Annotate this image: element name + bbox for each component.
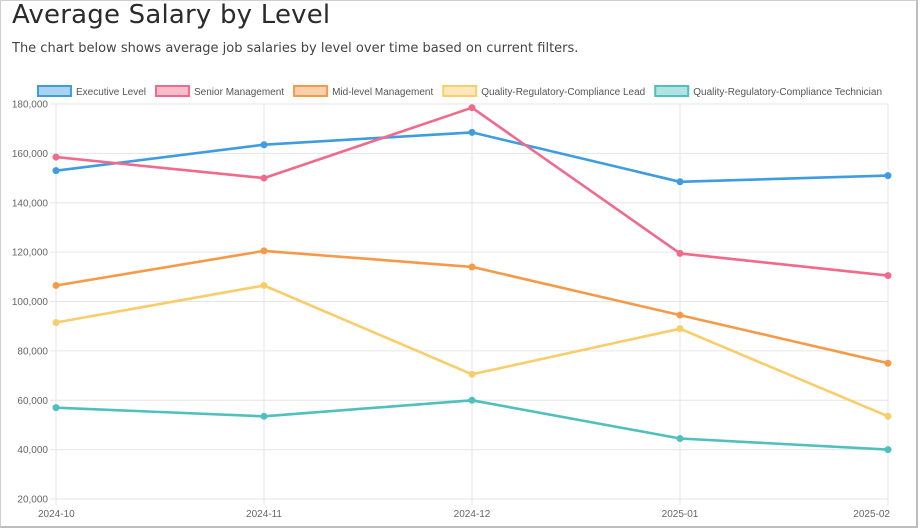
legend-swatch[interactable] [293, 85, 329, 97]
legend-label: Executive Level [76, 87, 146, 98]
legend-label: Quality-Regulatory-Compliance Technician [693, 87, 882, 98]
data-point[interactable] [676, 249, 684, 257]
data-point[interactable] [884, 172, 892, 180]
legend-label: Mid-level Management [332, 87, 433, 98]
y-tick-label: 160,000 [12, 149, 49, 160]
y-tick-label: 80,000 [17, 346, 48, 357]
chart-series [52, 104, 892, 454]
data-point[interactable] [260, 247, 268, 255]
data-point[interactable] [260, 141, 268, 149]
legend-swatch[interactable] [442, 85, 478, 97]
x-tick-label: 2024-11 [246, 509, 282, 520]
legend-label: Senior Management [194, 87, 284, 98]
data-point[interactable] [884, 412, 892, 420]
page-subtitle: The chart below shows average job salari… [12, 41, 579, 56]
data-point[interactable] [52, 153, 60, 161]
data-point[interactable] [468, 104, 476, 112]
x-tick-label: 2024-12 [454, 509, 491, 520]
data-point[interactable] [676, 325, 684, 333]
data-point[interactable] [884, 272, 892, 280]
data-point[interactable] [52, 167, 60, 175]
data-point[interactable] [676, 435, 684, 443]
legend-swatch[interactable] [36, 85, 72, 97]
page-title: Average Salary by Level [12, 0, 331, 30]
chart-axes: 20,000 40,000 60,000 80,000 100,000 120,000 14… [12, 100, 891, 521]
x-tick-label: 2025-02 [853, 509, 890, 520]
data-point[interactable] [260, 174, 268, 182]
data-point[interactable] [884, 446, 892, 454]
data-point[interactable] [676, 178, 684, 186]
y-tick-label: 20,000 [17, 495, 48, 506]
y-tick-label: 40,000 [17, 445, 48, 456]
chart-legend: Executive Level Senior Management Mid-leve… [36, 85, 882, 98]
data-point[interactable] [676, 311, 684, 319]
data-point[interactable] [468, 128, 476, 136]
x-tick-label: 2025-01 [662, 509, 699, 520]
data-point[interactable] [468, 370, 476, 378]
y-tick-label: 140,000 [12, 198, 49, 209]
y-tick-label: 60,000 [17, 396, 48, 407]
data-point[interactable] [52, 318, 60, 326]
data-point[interactable] [884, 359, 892, 367]
data-point[interactable] [52, 404, 60, 412]
legend-label: Quality-Regulatory-Compliance Lead [481, 87, 645, 98]
legend-swatch[interactable] [155, 85, 191, 97]
data-point[interactable] [260, 412, 268, 420]
legend-swatch[interactable] [654, 85, 690, 97]
y-tick-label: 120,000 [12, 248, 49, 259]
data-point[interactable] [468, 263, 476, 271]
data-point[interactable] [468, 396, 476, 404]
data-point[interactable] [260, 281, 268, 289]
x-tick-label: 2024-10 [38, 509, 75, 520]
y-tick-label: 180,000 [12, 100, 49, 111]
y-tick-label: 100,000 [12, 297, 49, 308]
chart-grid [50, 103, 889, 505]
data-point[interactable] [52, 281, 60, 289]
